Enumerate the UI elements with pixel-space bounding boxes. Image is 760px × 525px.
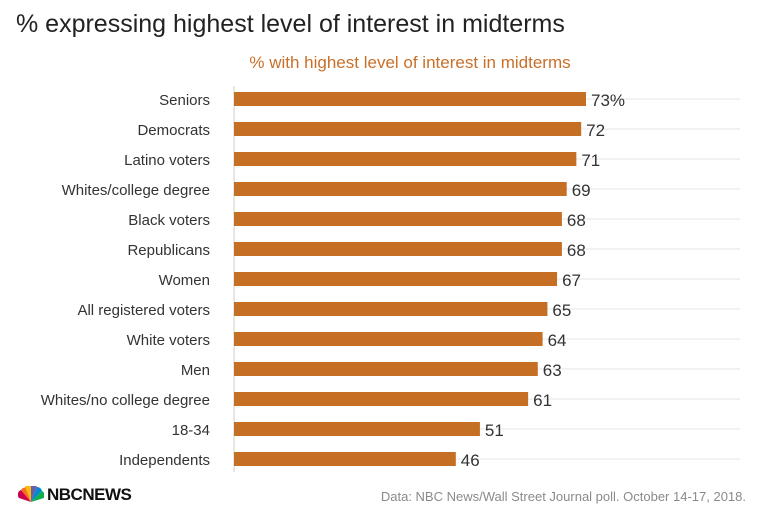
- category-label: Republicans: [127, 242, 210, 259]
- bar: [234, 452, 456, 466]
- category-label: Women: [159, 272, 210, 289]
- category-label: White voters: [127, 332, 210, 349]
- bar: [234, 302, 548, 316]
- value-label: 72: [586, 121, 605, 140]
- chart-subtitle: % with highest level of interest in midt…: [249, 53, 571, 72]
- category-label: Democrats: [137, 122, 210, 139]
- category-label: 18-34: [172, 422, 210, 439]
- bar: [234, 422, 480, 436]
- value-label: 69: [572, 181, 591, 200]
- value-label: 63: [543, 361, 562, 380]
- bar: [234, 242, 562, 256]
- category-label: Latino voters: [124, 152, 210, 169]
- category-label: Whites/college degree: [62, 182, 210, 199]
- category-label: Black voters: [128, 212, 210, 229]
- value-label: 71: [581, 151, 600, 170]
- bar: [234, 332, 543, 346]
- value-label: 64: [548, 331, 567, 350]
- source-note: Data: NBC News/Wall Street Journal poll.…: [380, 489, 746, 504]
- category-label: Seniors: [159, 92, 210, 109]
- category-label: All registered voters: [77, 302, 210, 319]
- bar: [234, 212, 562, 226]
- category-label: Whites/no college degree: [41, 392, 210, 409]
- logo-text: NBCNEWS: [47, 485, 132, 504]
- value-label: 61: [533, 391, 552, 410]
- value-label: 46: [461, 451, 480, 470]
- value-label: 65: [552, 301, 571, 320]
- value-label: 67: [562, 271, 581, 290]
- category-label: Independents: [119, 452, 210, 469]
- bar: [234, 92, 586, 106]
- nbc-news-logo: NBCNEWS: [18, 485, 132, 505]
- chart-title: % expressing highest level of interest i…: [16, 10, 565, 38]
- bar: [234, 122, 582, 136]
- bar: [234, 272, 558, 286]
- bar: [234, 182, 567, 196]
- value-label: 68: [567, 241, 586, 260]
- peacock-icon: [18, 486, 44, 502]
- value-label: 51: [485, 421, 504, 440]
- value-label: 68: [567, 211, 586, 230]
- category-label: Men: [181, 362, 210, 379]
- bar: [234, 152, 577, 166]
- bar: [234, 362, 538, 376]
- value-label: 73%: [591, 91, 625, 110]
- bar: [234, 392, 529, 406]
